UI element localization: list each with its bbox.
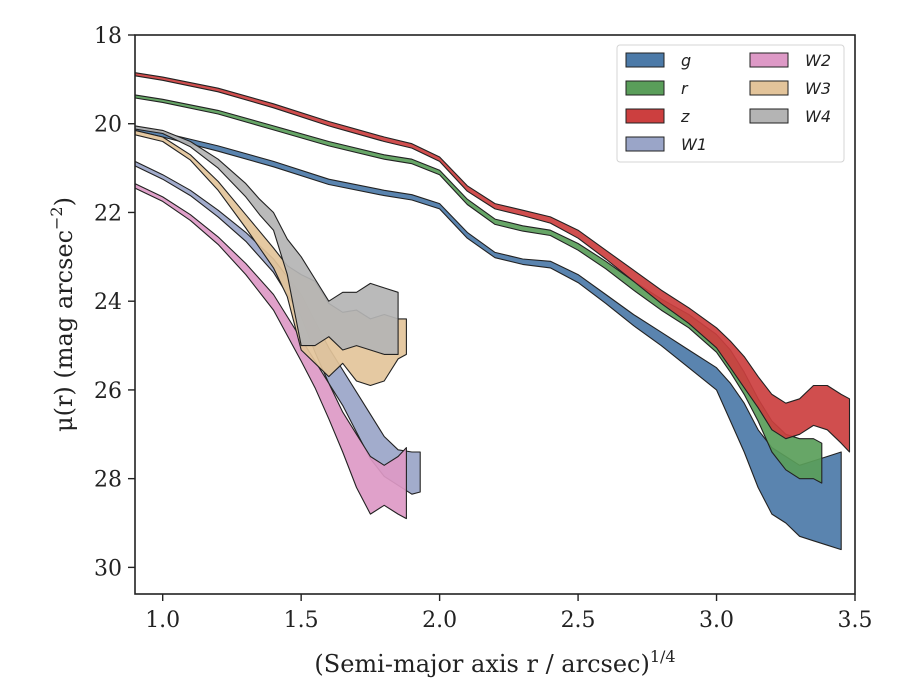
legend-frame bbox=[616, 44, 845, 163]
legend-swatch-w1 bbox=[625, 136, 665, 152]
x-tick-label: 1.5 bbox=[284, 608, 319, 633]
legend-swatch-r bbox=[625, 80, 665, 96]
x-axis-title: (Semi-major axis r / arcsec)1/4 bbox=[314, 647, 675, 678]
legend-swatch-w2 bbox=[749, 52, 789, 68]
y-axis-title-text: μ(r) (mag arcsec bbox=[50, 230, 78, 432]
band-w4 bbox=[135, 125, 399, 355]
y-axis-title: μ(r) (mag arcsec−2) bbox=[47, 197, 78, 432]
x-tick-label: 3.0 bbox=[699, 608, 734, 633]
x-axis: 1.0 1.5 2.0 2.5 3.0 3.5 bbox=[145, 594, 873, 633]
legend-label-w2: W2 bbox=[805, 51, 831, 70]
y-tick-label: 18 bbox=[94, 24, 122, 49]
profile-bands bbox=[135, 72, 851, 551]
legend-label-w4: W4 bbox=[805, 107, 831, 126]
y-axis-title-exponent: −2 bbox=[47, 206, 66, 230]
y-axis: 18 20 22 24 26 28 30 bbox=[94, 24, 135, 581]
y-tick-label: 24 bbox=[94, 290, 122, 315]
x-tick-label: 3.5 bbox=[838, 608, 873, 633]
legend-label-w3: W3 bbox=[805, 79, 831, 98]
legend-swatch-w3 bbox=[749, 80, 789, 96]
legend-swatch-z bbox=[625, 108, 665, 124]
plot-frame bbox=[134, 34, 856, 595]
y-tick-label: 20 bbox=[94, 113, 122, 138]
band-r bbox=[135, 94, 823, 484]
y-tick-label: 26 bbox=[94, 379, 122, 404]
band-w2 bbox=[135, 183, 407, 520]
legend-label-g: g bbox=[681, 51, 691, 70]
legend: grz W1 W2 W3 W4 bbox=[616, 44, 845, 163]
legend-label-z: z bbox=[680, 107, 690, 126]
y-tick-label: 22 bbox=[94, 201, 122, 226]
y-tick-label: 30 bbox=[94, 556, 122, 581]
x-tick-label: 2.5 bbox=[561, 608, 596, 633]
band-g bbox=[135, 125, 842, 551]
legend-label-w1: W1 bbox=[681, 135, 707, 154]
y-tick-label: 28 bbox=[94, 468, 122, 493]
y-axis-title-close: ) bbox=[50, 197, 78, 206]
legend-swatch-g bbox=[625, 52, 665, 68]
band-z bbox=[135, 72, 851, 453]
legend-label-r: r bbox=[681, 79, 689, 98]
legend-swatch-w4 bbox=[749, 108, 789, 124]
x-axis-title-exponent: 1/4 bbox=[650, 647, 676, 666]
x-tick-label: 1.0 bbox=[145, 608, 180, 633]
x-axis-title-text: (Semi-major axis r / arcsec) bbox=[314, 650, 649, 678]
x-tick-label: 2.0 bbox=[422, 608, 457, 633]
